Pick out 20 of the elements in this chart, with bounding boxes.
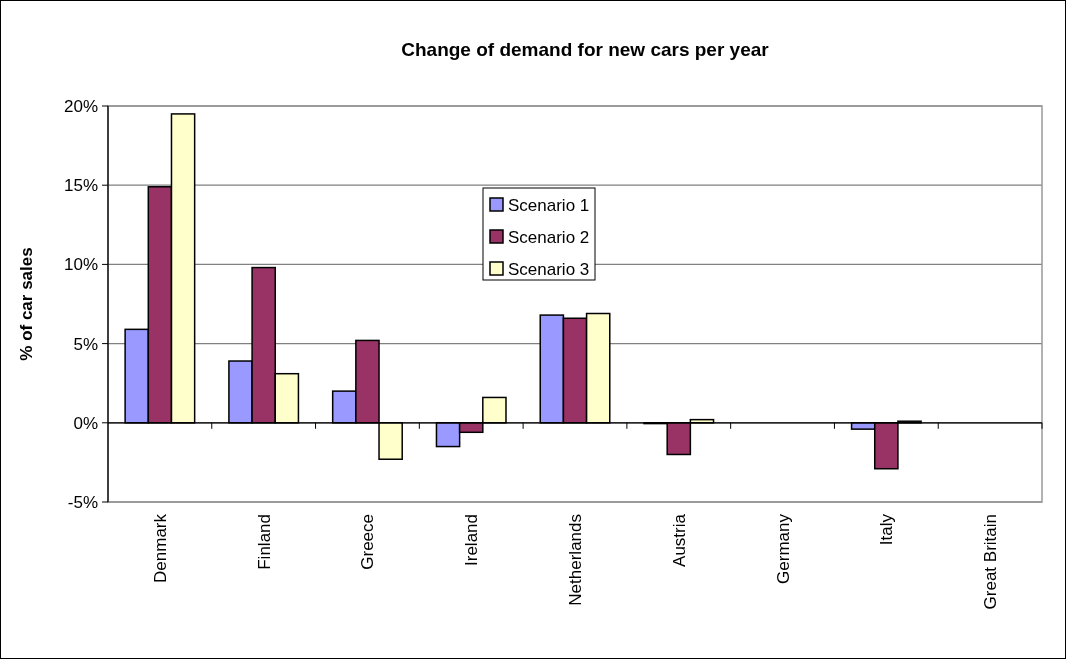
legend-label: Scenario 3 <box>508 259 590 279</box>
x-tick-label: Denmark <box>150 513 170 583</box>
y-tick-label: 10% <box>63 255 98 275</box>
y-axis-title: % of car sales <box>17 247 36 361</box>
x-tick-label: Germany <box>773 513 793 584</box>
x-tick-label: Ireland <box>462 514 482 566</box>
y-tick-label: 15% <box>63 176 98 196</box>
chart-title: Change of demand for new cars per year <box>401 39 770 60</box>
x-tick-label: Great Britain <box>981 514 1001 610</box>
y-tick-label: 20% <box>63 96 98 116</box>
x-tick-label: Netherlands <box>565 514 585 606</box>
y-tick-label: -5% <box>67 492 98 512</box>
x-tick-label: Finland <box>254 514 274 570</box>
x-tick-label: Italy <box>877 513 897 546</box>
x-tick-label: Austria <box>669 513 689 567</box>
x-tick-label: Greece <box>358 514 378 570</box>
y-tick-label: 0% <box>73 413 98 433</box>
legend-label: Scenario 2 <box>508 227 590 247</box>
y-tick-label: 5% <box>73 334 98 354</box>
legend-label: Scenario 1 <box>508 195 590 215</box>
